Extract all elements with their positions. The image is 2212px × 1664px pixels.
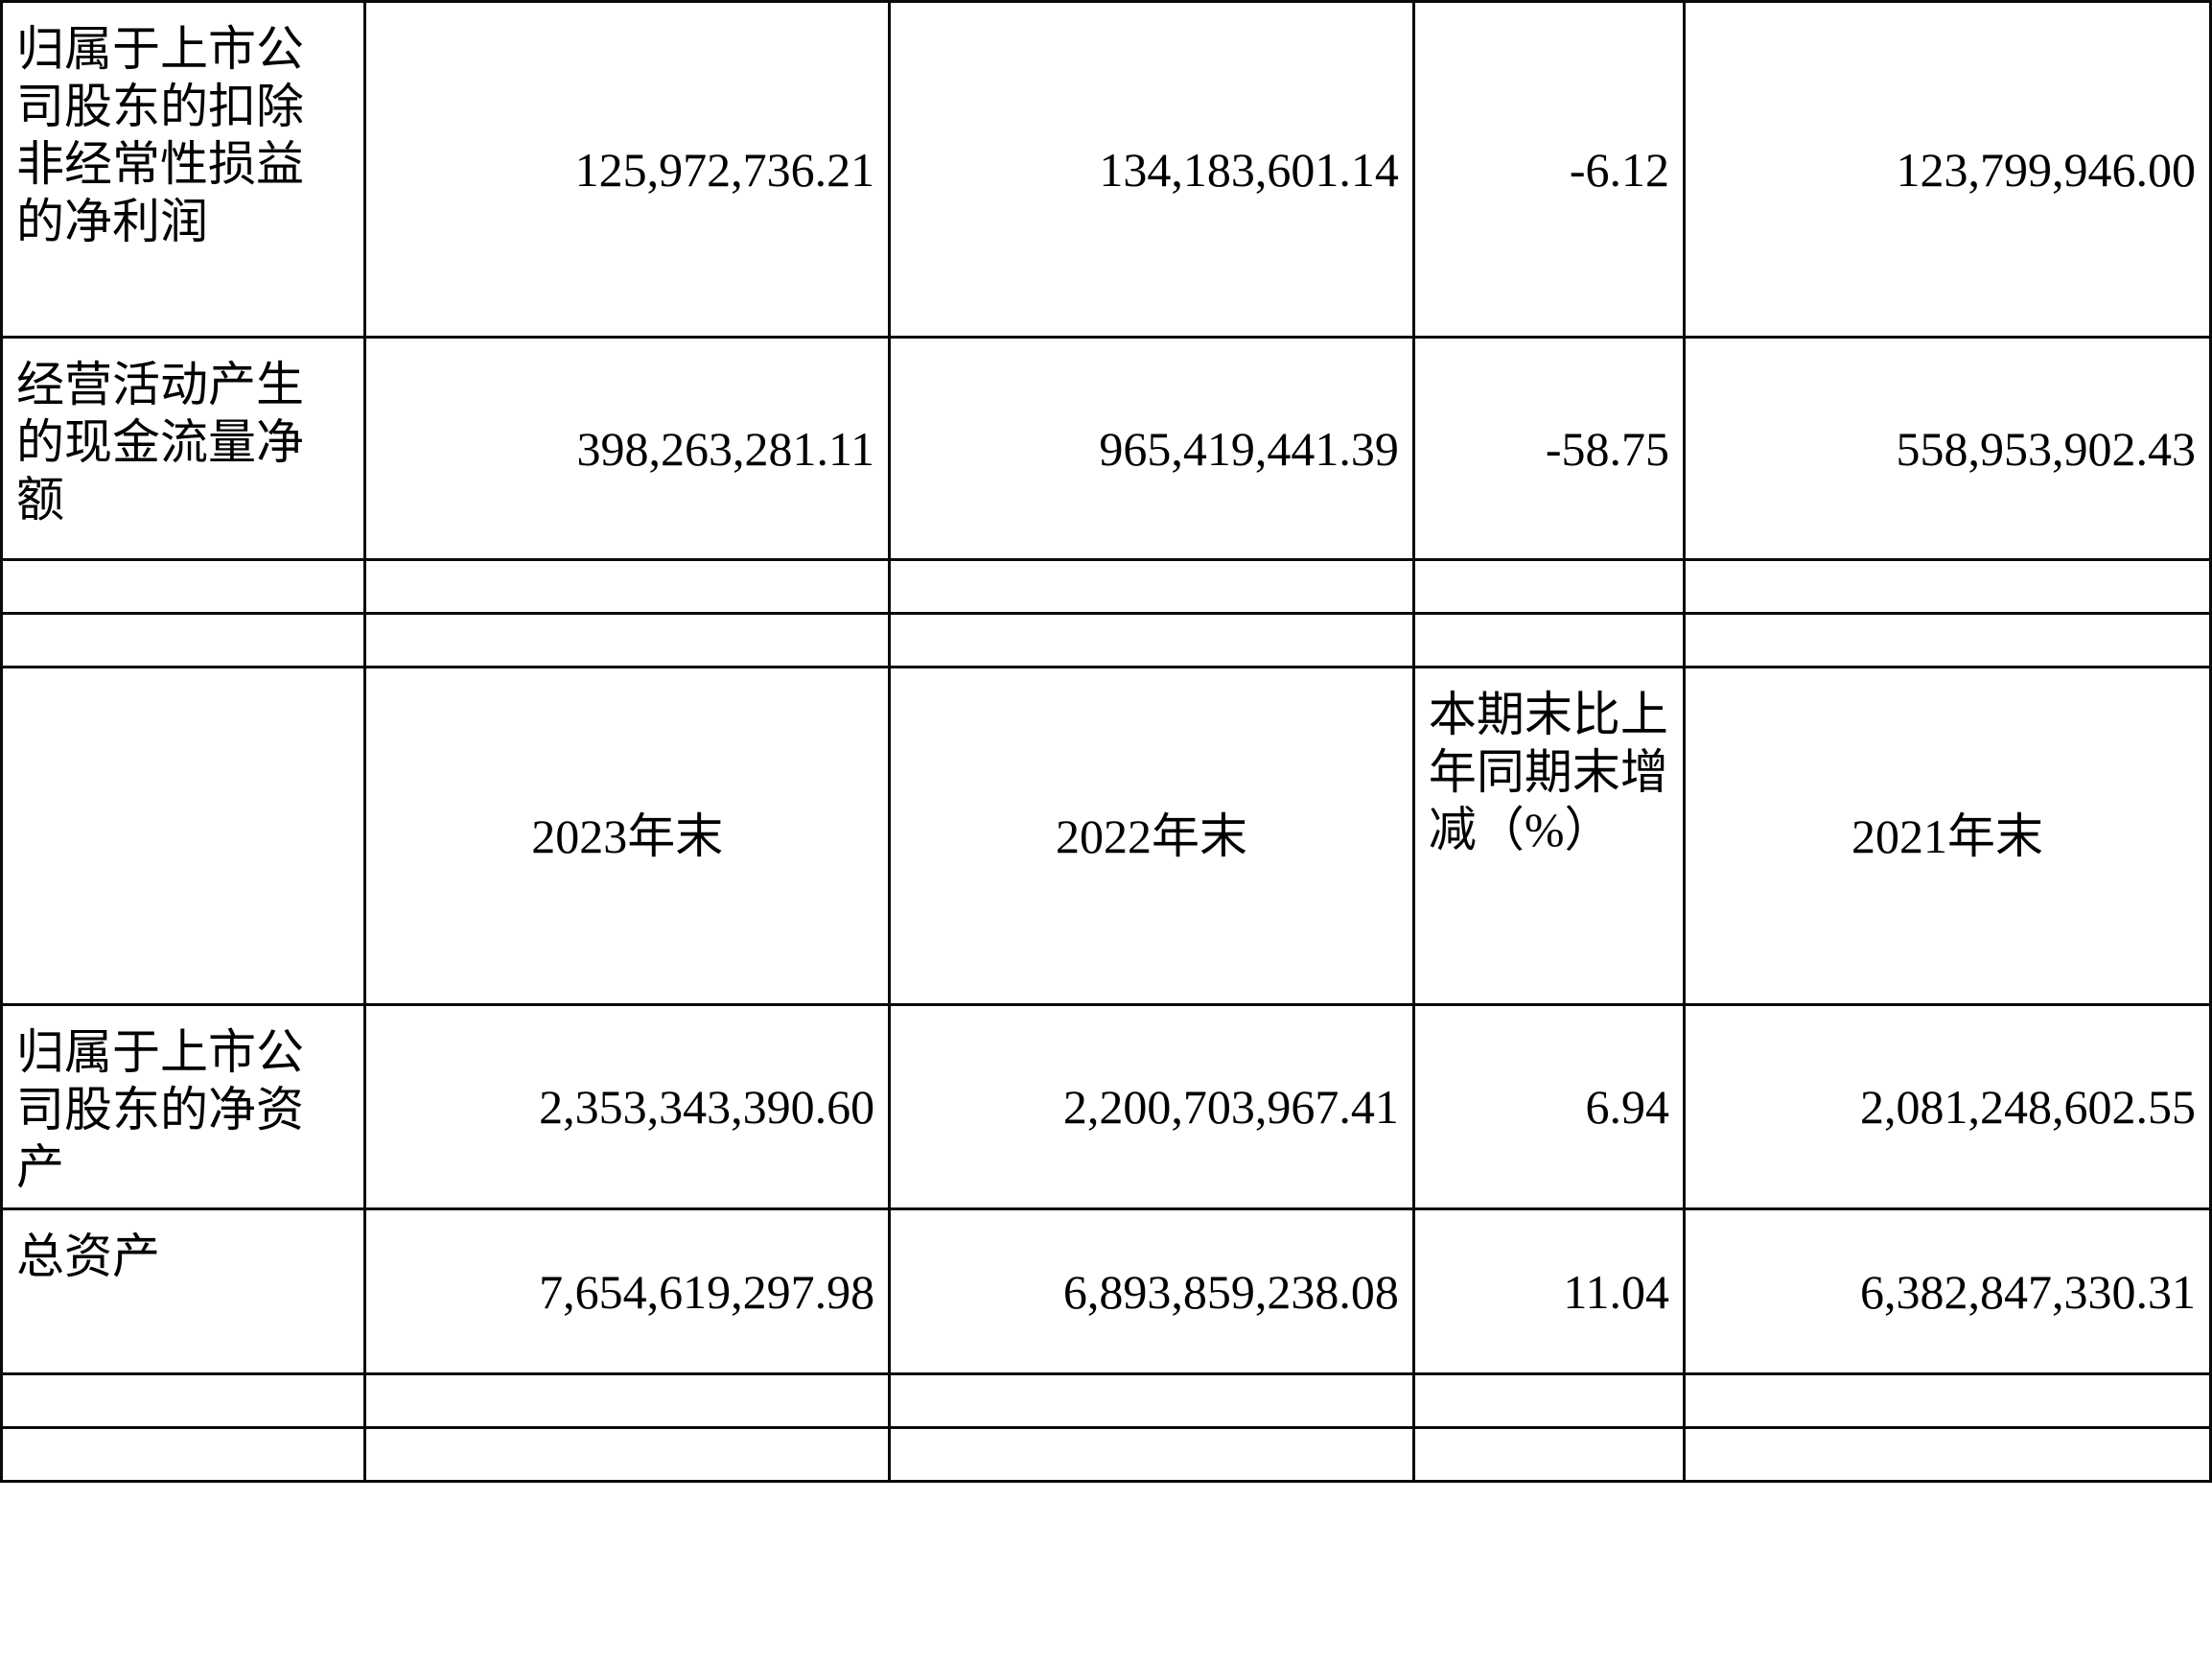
cell-value: 6,382,847,330.31 [1685, 1209, 2211, 1374]
cell-value: -6.12 [1413, 2, 1684, 338]
table-row: 归属于上市公司股东的扣除非经常性损益的净利润 125,972,736.21 13… [2, 2, 2211, 338]
cell-value: 134,183,601.14 [890, 2, 1414, 338]
column-header: 本期末比上年同期末增减（%） [1413, 668, 1684, 1005]
page: 归属于上市公司股东的扣除非经常性损益的净利润 125,972,736.21 13… [0, 0, 2212, 1483]
empty-row [2, 560, 2211, 614]
cell-value: 2,353,343,390.60 [365, 1005, 890, 1209]
table-row: 归属于上市公司股东的净资产 2,353,343,390.60 2,200,703… [2, 1005, 2211, 1209]
cell-value: 558,953,902.43 [1685, 338, 2211, 560]
empty-row [2, 1374, 2211, 1428]
header-row: 2023年末 2022年末 本期末比上年同期末增减（%） 2021年末 [2, 668, 2211, 1005]
cell-value: 6.94 [1413, 1005, 1684, 1209]
financial-table: 归属于上市公司股东的扣除非经常性损益的净利润 125,972,736.21 13… [0, 0, 2212, 1483]
column-header: 2021年末 [1685, 668, 2211, 1005]
table-row: 经营活动产生的现金流量净额 398,263,281.11 965,419,441… [2, 338, 2211, 560]
cell-value: 2,081,248,602.55 [1685, 1005, 2211, 1209]
cell-value: 125,972,736.21 [365, 2, 890, 338]
cell-value: 7,654,619,297.98 [365, 1209, 890, 1374]
empty-row [2, 1428, 2211, 1482]
table-row: 总资产 7,654,619,297.98 6,893,859,238.08 11… [2, 1209, 2211, 1374]
row-label: 总资产 [2, 1209, 365, 1374]
cell-value: 2,200,703,967.41 [890, 1005, 1414, 1209]
empty-row [2, 614, 2211, 668]
cell-value: -58.75 [1413, 338, 1684, 560]
column-header: 2023年末 [365, 668, 890, 1005]
column-header [2, 668, 365, 1005]
row-label: 经营活动产生的现金流量净额 [2, 338, 365, 560]
row-label: 归属于上市公司股东的净资产 [2, 1005, 365, 1209]
cell-value: 11.04 [1413, 1209, 1684, 1374]
column-header: 2022年末 [890, 668, 1414, 1005]
cell-value: 6,893,859,238.08 [890, 1209, 1414, 1374]
row-label: 归属于上市公司股东的扣除非经常性损益的净利润 [2, 2, 365, 338]
cell-value: 398,263,281.11 [365, 338, 890, 560]
cell-value: 965,419,441.39 [890, 338, 1414, 560]
cell-value: 123,799,946.00 [1685, 2, 2211, 338]
